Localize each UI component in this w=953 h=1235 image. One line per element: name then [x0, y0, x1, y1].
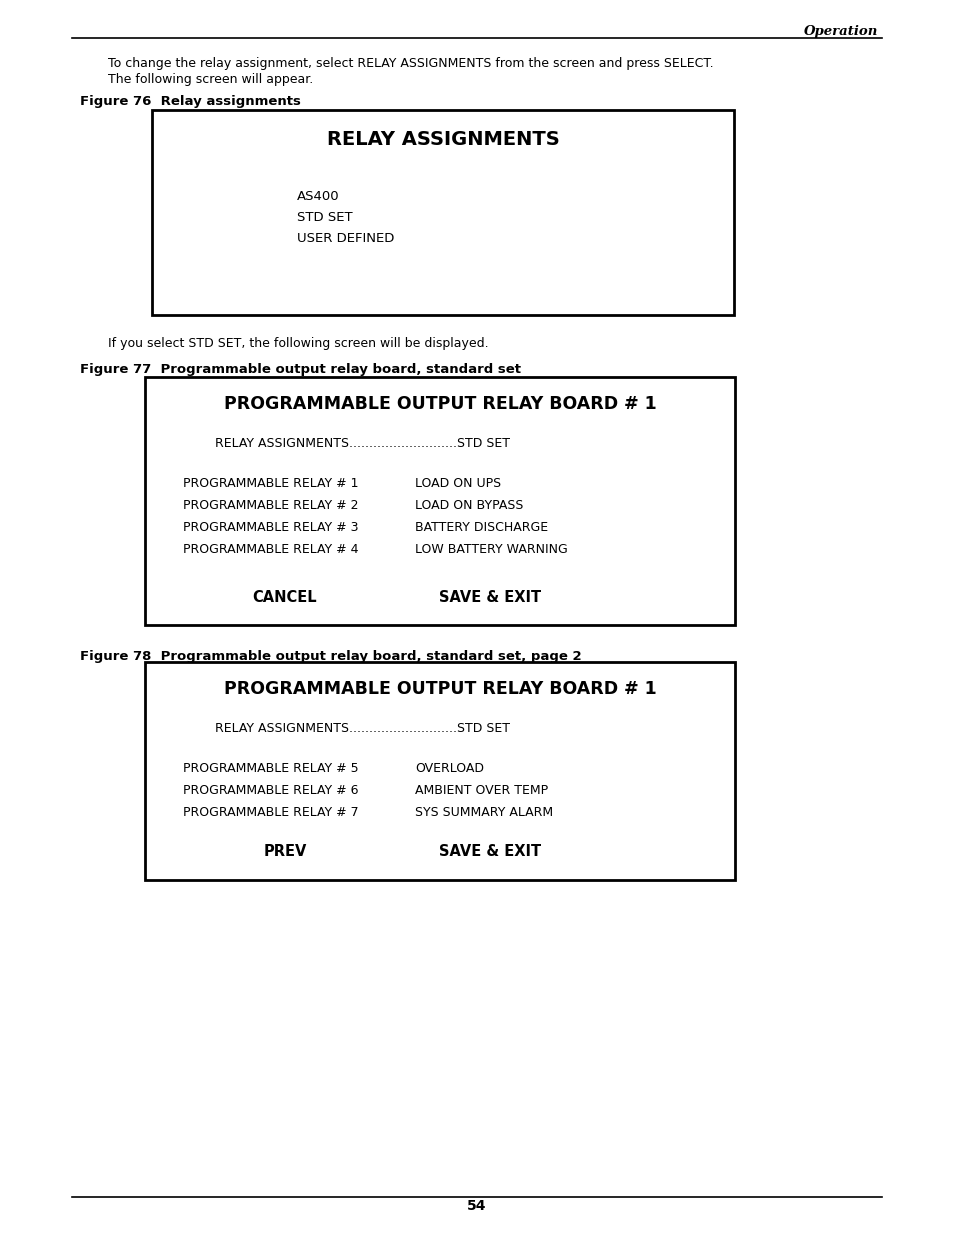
Text: SAVE & EXIT: SAVE & EXIT	[438, 845, 540, 860]
Text: SAVE & EXIT: SAVE & EXIT	[438, 589, 540, 604]
Text: LOAD ON UPS: LOAD ON UPS	[415, 477, 500, 490]
Text: Operation: Operation	[802, 25, 877, 38]
Text: USER DEFINED: USER DEFINED	[296, 232, 394, 245]
Text: PROGRAMMABLE OUTPUT RELAY BOARD # 1: PROGRAMMABLE OUTPUT RELAY BOARD # 1	[223, 680, 656, 698]
Text: Figure 77  Programmable output relay board, standard set: Figure 77 Programmable output relay boar…	[80, 363, 520, 375]
Text: SYS SUMMARY ALARM: SYS SUMMARY ALARM	[415, 806, 553, 819]
Text: PROGRAMMABLE RELAY # 4: PROGRAMMABLE RELAY # 4	[183, 543, 358, 556]
Text: RELAY ASSIGNMENTS...........................STD SET: RELAY ASSIGNMENTS.......................…	[214, 437, 510, 450]
Text: OVERLOAD: OVERLOAD	[415, 762, 483, 776]
Text: STD SET: STD SET	[296, 211, 353, 224]
Text: LOW BATTERY WARNING: LOW BATTERY WARNING	[415, 543, 567, 556]
Text: AS400: AS400	[296, 190, 339, 203]
Text: PROGRAMMABLE RELAY # 3: PROGRAMMABLE RELAY # 3	[183, 521, 358, 534]
Text: RELAY ASSIGNMENTS: RELAY ASSIGNMENTS	[326, 130, 558, 149]
Bar	[152, 110, 733, 315]
Text: The following screen will appear.: The following screen will appear.	[108, 73, 313, 86]
Text: Figure 76  Relay assignments: Figure 76 Relay assignments	[80, 95, 300, 107]
Bar	[145, 377, 734, 625]
Text: CANCEL: CANCEL	[253, 589, 317, 604]
Text: PREV: PREV	[263, 845, 306, 860]
Text: PROGRAMMABLE RELAY # 7: PROGRAMMABLE RELAY # 7	[183, 806, 358, 819]
Text: LOAD ON BYPASS: LOAD ON BYPASS	[415, 499, 523, 513]
Text: PROGRAMMABLE RELAY # 5: PROGRAMMABLE RELAY # 5	[183, 762, 358, 776]
Text: BATTERY DISCHARGE: BATTERY DISCHARGE	[415, 521, 548, 534]
Text: PROGRAMMABLE RELAY # 1: PROGRAMMABLE RELAY # 1	[183, 477, 358, 490]
Text: PROGRAMMABLE RELAY # 6: PROGRAMMABLE RELAY # 6	[183, 784, 358, 797]
Text: To change the relay assignment, select RELAY ASSIGNMENTS from the screen and pre: To change the relay assignment, select R…	[108, 57, 713, 70]
Text: AMBIENT OVER TEMP: AMBIENT OVER TEMP	[415, 784, 548, 797]
Text: PROGRAMMABLE RELAY # 2: PROGRAMMABLE RELAY # 2	[183, 499, 358, 513]
Bar	[145, 662, 734, 881]
Text: RELAY ASSIGNMENTS...........................STD SET: RELAY ASSIGNMENTS.......................…	[214, 722, 510, 735]
Text: Figure 78  Programmable output relay board, standard set, page 2: Figure 78 Programmable output relay boar…	[80, 650, 581, 663]
Text: If you select STD SET, the following screen will be displayed.: If you select STD SET, the following scr…	[108, 337, 488, 350]
Text: PROGRAMMABLE OUTPUT RELAY BOARD # 1: PROGRAMMABLE OUTPUT RELAY BOARD # 1	[223, 395, 656, 412]
Text: 54: 54	[467, 1199, 486, 1213]
